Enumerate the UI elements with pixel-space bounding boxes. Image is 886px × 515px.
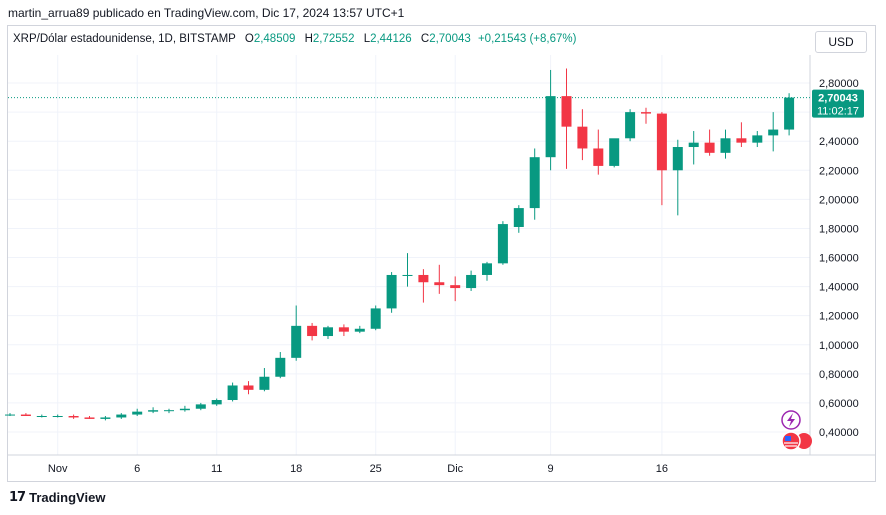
change-value: +0,21543 (+8,67%) (477, 33, 577, 45)
y-tick-label: 1,80000 (819, 223, 859, 235)
candle-body (688, 142, 699, 148)
close-value: 2,70043 (429, 33, 471, 45)
low-value: 2,44126 (370, 33, 412, 45)
candle-body (386, 274, 397, 309)
x-tick-label: 25 (370, 463, 382, 475)
flag-canton (785, 436, 791, 441)
candle-body (259, 376, 270, 390)
y-tick-label: 2,80000 (819, 78, 859, 90)
candle-body (338, 327, 349, 332)
candle-body (164, 410, 174, 412)
ohlc-legend: XRP/Dólar estadounidense, 1D, BITSTAMP O… (13, 33, 576, 45)
open-label: O (244, 33, 254, 45)
publisher-line: martin_arrua89 publicado en TradingView.… (8, 6, 405, 20)
candle-body (195, 404, 206, 409)
candle-body (370, 308, 381, 329)
candle-body (243, 385, 254, 390)
candle-body (179, 408, 190, 411)
open-value: 2,48509 (253, 33, 296, 45)
candle-body (84, 417, 95, 419)
lightning-bolt (787, 413, 795, 427)
candle-body (720, 138, 731, 153)
candle-body (768, 129, 779, 136)
high-label: H (304, 33, 313, 45)
x-tick-label: Dic (447, 463, 463, 475)
candle-body (704, 142, 715, 153)
candle-body (402, 274, 413, 276)
y-tick-label: 2,00000 (819, 194, 859, 206)
candle-body (513, 208, 524, 227)
candle-body (625, 112, 636, 139)
x-tick-label: 11 (211, 463, 222, 475)
x-tick-label: 16 (656, 463, 668, 475)
x-tick-label: 9 (548, 463, 554, 475)
brand-name: TradingView (29, 489, 106, 505)
candle-body (36, 416, 47, 418)
candle-body (5, 414, 15, 416)
candle-body (148, 410, 159, 412)
high-value: 2,72552 (312, 33, 355, 45)
candle-body (132, 411, 143, 415)
candle-body (609, 138, 620, 166)
candle-body (418, 274, 429, 283)
y-tick-label: 1,60000 (819, 253, 859, 265)
candle-body (52, 416, 63, 418)
x-tick-label: 6 (134, 463, 140, 475)
candle-body (672, 147, 683, 171)
candle-body (323, 327, 333, 337)
candle-body (561, 96, 572, 127)
candle-body (545, 96, 556, 158)
y-tick-label: 2,40000 (819, 136, 859, 148)
candle-body (354, 328, 365, 332)
candle-body (529, 157, 540, 209)
candle-body (577, 126, 588, 149)
candle-body (227, 385, 238, 401)
y-tick-label: 1,00000 (819, 340, 859, 352)
y-tick-label: 1,40000 (819, 282, 859, 294)
low-label: L (363, 33, 371, 45)
candle-body (116, 414, 127, 418)
candle-body (100, 417, 111, 419)
close-label: C (420, 33, 430, 45)
y-tick-label: 0,40000 (819, 427, 859, 439)
x-tick-label: 18 (290, 463, 302, 475)
y-tick-label: 0,80000 (819, 369, 859, 381)
symbol-label[interactable]: XRP/Dólar estadounidense, 1D, BITSTAMP (13, 33, 236, 45)
tradingview-logo-icon: 𝟭𝟳 (9, 489, 26, 504)
price-label-value: 2,70043 (818, 93, 858, 105)
chart-frame (7, 25, 876, 482)
candle-body (434, 282, 445, 286)
candle-body (497, 224, 508, 264)
price-label-countdown: 11:02:17 (817, 106, 859, 118)
currency-button[interactable]: USD (815, 31, 867, 53)
y-tick-label: 0,60000 (819, 398, 859, 410)
candle-body (656, 113, 667, 171)
candle-body (275, 357, 286, 377)
candle-body (784, 97, 795, 130)
candle-body (482, 263, 492, 275)
price-label-box (812, 89, 864, 118)
candle-body (466, 274, 477, 289)
us-flag-icon (796, 433, 812, 449)
x-tick-label: Nov (48, 463, 68, 475)
candle-body (211, 400, 222, 405)
candle-body (68, 416, 79, 418)
y-tick-label: 2,20000 (819, 165, 859, 177)
candle-body (752, 135, 763, 143)
y-tick-label: 1,20000 (819, 311, 859, 323)
candle-body (641, 112, 651, 114)
candle-body (593, 148, 604, 166)
candle-body (736, 138, 747, 143)
candle-body (450, 285, 461, 289)
brand: 𝟭𝟳 TradingView (9, 489, 105, 505)
candle-body (20, 414, 31, 417)
candle-body (307, 325, 318, 337)
candle-body (291, 325, 302, 358)
